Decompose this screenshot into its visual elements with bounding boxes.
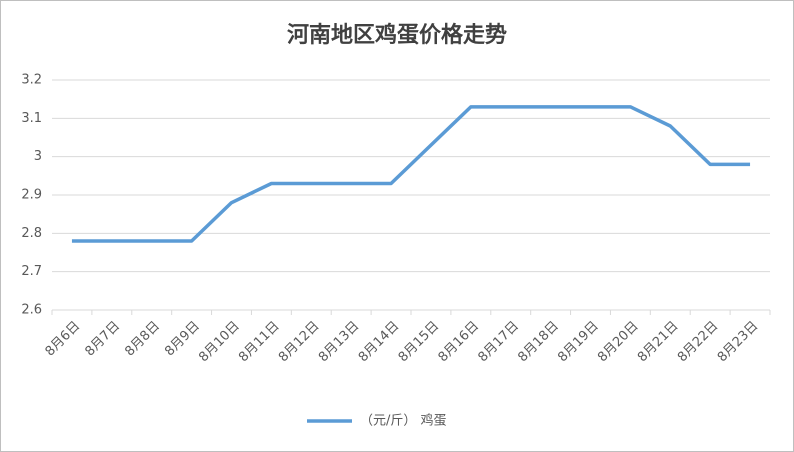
legend-label: （元/斤） 鸡蛋	[360, 413, 447, 429]
chart-title: 河南地区鸡蛋价格走势	[287, 22, 507, 48]
y-tick-label: 3.2	[21, 73, 42, 88]
line-series	[71, 105, 751, 243]
y-tick-label: 3.1	[21, 111, 42, 126]
y-tick-label: 3	[34, 149, 42, 164]
y-tick-label: 2.6	[21, 303, 42, 318]
y-tick-label: 2.8	[21, 226, 42, 241]
y-tick-label: 2.7	[21, 264, 42, 279]
y-tick-label: 2.9	[21, 188, 42, 203]
